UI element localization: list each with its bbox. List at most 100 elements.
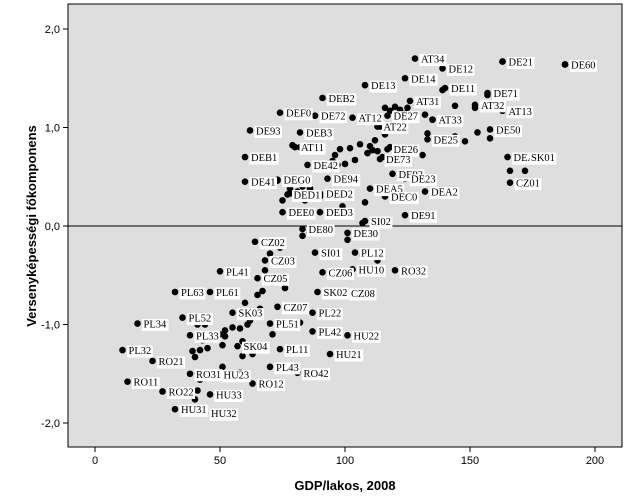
point-label-box [414,96,441,109]
point-label-box [317,326,343,339]
point-label-box [419,54,447,67]
point-label-de72: DE72 [319,111,347,124]
data-point-de71 [484,89,491,97]
point-label-box [209,408,239,421]
point-label-text: AT11 [301,143,324,154]
point-label-box [369,216,393,229]
point-label-text: DEA5 [376,185,403,196]
data-point [374,147,381,155]
data-point-deb3 [296,129,304,136]
point-label-text: PL11 [286,345,308,356]
point-label-box [132,377,160,390]
point-label-box [324,188,355,201]
data-point-de73 [376,155,384,163]
data-point-si01 [311,249,319,256]
point-label-text: HU23 [224,371,250,382]
data-point-hu21 [326,350,334,358]
data-point [241,299,249,307]
point-label-text: DE13 [371,81,396,92]
point-label-box [359,248,386,261]
data-point [381,104,389,112]
point-label-box [287,207,316,220]
data-point [236,325,244,332]
data-point-de50 [486,126,494,133]
y-tick-label: -1,0 [41,320,60,332]
data-point-def0 [276,109,284,117]
data-point [189,347,196,355]
data-point [386,107,394,115]
point-label-text: DED3 [326,208,353,219]
point-label-box [409,210,437,223]
point-label-de91: DE91 [409,210,437,223]
x-axis-ticks: 0 50 100 150 200 [92,447,604,467]
point-label-box [569,59,597,72]
data-point-de72 [311,112,319,119]
data-point [361,199,369,206]
point-label-text: CZ02 [261,238,285,249]
point-label-pl63: PL63 [179,287,206,300]
point-label-de71: DE71 [492,88,520,101]
point-label-text: PL34 [144,320,168,331]
point-label-text: AT12 [359,114,382,125]
point-label-box [274,319,301,332]
point-label-box [507,106,534,119]
point-label-box [249,152,279,165]
point-label-box [514,178,542,191]
data-point [341,160,349,168]
data-point-cz05 [254,274,261,282]
point-label-at31: AT31 [414,96,441,109]
point-label-ro11: RO11 [132,377,160,390]
point-label-de94: DE94 [332,174,361,187]
point-label-deg0: DEG0 [282,175,312,188]
data-point [404,104,411,112]
point-label-ro12: RO12 [257,379,286,392]
point-label-text: HU21 [336,350,362,361]
point-label-text: AT13 [509,107,532,118]
data-point [244,321,251,328]
point-label-ro32: RO32 [399,265,428,278]
point-label-at11: AT11 [299,142,326,155]
data-point [424,130,431,137]
x-tick-label: 100 [336,455,354,467]
point-label-box [142,319,169,332]
point-label-box [447,63,475,76]
data-point [346,144,354,152]
data-point [229,324,236,331]
data-point [344,236,351,244]
point-label-text: AT33 [439,116,462,127]
point-label-box [254,125,282,138]
data-point [371,137,379,144]
point-label-text: CZ05 [264,274,288,285]
point-label-text: PL22 [319,309,342,320]
data-point [461,137,469,145]
point-label-de60: DE60 [569,59,597,72]
data-point-de60 [561,61,569,68]
data-point-de25 [424,136,431,143]
data-point-si02 [361,217,369,225]
point-label-de27: DE27 [392,111,420,124]
y-tick-label: 0,0 [45,221,60,233]
point-label-text: PL43 [276,363,299,374]
point-label-box [194,330,221,343]
point-label-ro22: RO22 [167,386,196,399]
point-label-text: DE50 [496,125,521,136]
point-label-box [322,287,349,300]
point-label-at32: AT32 [479,100,506,113]
data-point-ded1 [284,191,291,198]
data-point-de92 [389,170,396,178]
data-point-ded3 [316,208,324,216]
point-label-text: AT22 [384,123,407,134]
point-label-box [167,386,196,399]
data-point-cz07 [274,303,281,311]
point-label-de80: DE80 [307,224,335,237]
point-label-def0: DEF0 [284,108,313,121]
point-label-box [222,370,251,383]
point-label-text: DE11 [451,84,475,95]
point-label-text: DE14 [411,74,436,85]
point-label-de26: DE26 [392,144,420,157]
point-label-text: PL42 [319,327,342,338]
point-label-hu10: HU10 [357,264,386,277]
point-label-box [179,404,209,417]
x-tick-label: 50 [214,455,226,467]
point-label-box [302,368,331,381]
